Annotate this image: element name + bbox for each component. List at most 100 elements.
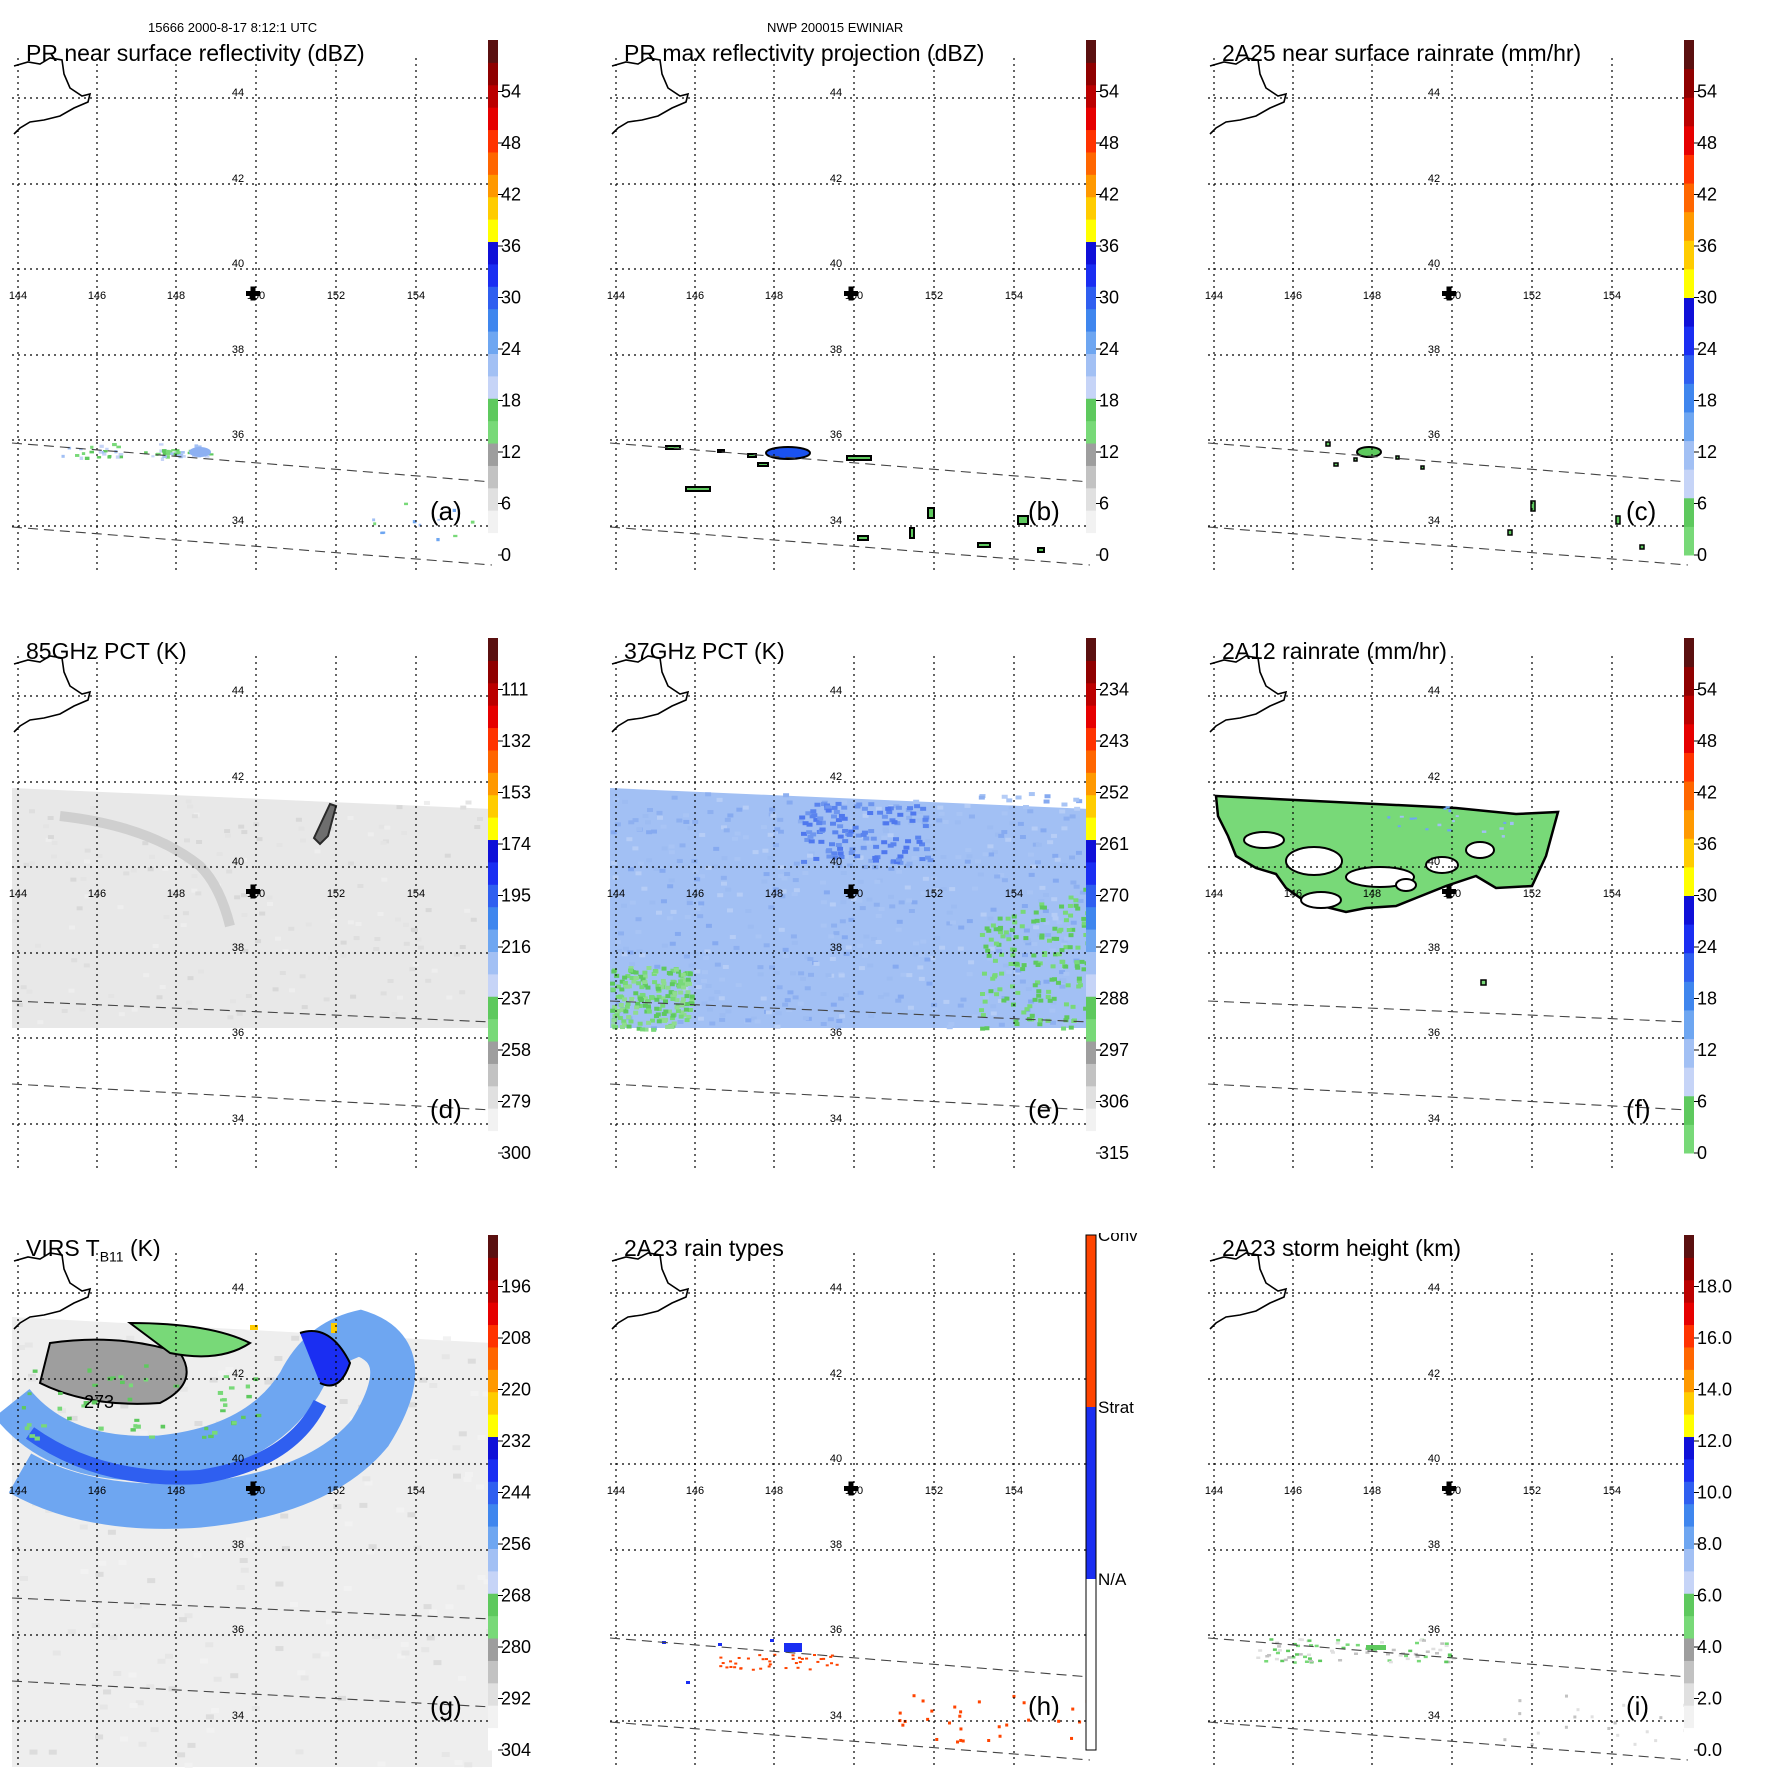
echo-pixel: [110, 1376, 116, 1380]
panel-label: (g): [430, 1691, 462, 1721]
colorbar-segment: [1086, 682, 1096, 706]
ir-pixel: [236, 1585, 245, 1591]
ir-pixel: [194, 1421, 203, 1427]
ir-pixel: [291, 1335, 300, 1341]
convective-pixel: [758, 1654, 762, 1657]
height-pixel: [1292, 1642, 1297, 1646]
tb-pixel: [727, 813, 734, 818]
panel-label: (h): [1028, 1691, 1060, 1721]
tb-pixel: [216, 852, 223, 857]
swath-edge-line: [11, 1597, 493, 1620]
tb-pixel: [670, 996, 676, 1001]
latitude-label: 42: [1428, 173, 1440, 185]
graticule: [1208, 1253, 1688, 1767]
tb-pixel: [624, 1004, 630, 1009]
tb-pixel: [1063, 945, 1069, 950]
tb-pixel: [982, 852, 989, 857]
rain-type-pixels: [662, 1639, 1089, 1744]
height-pixel: [1536, 1731, 1540, 1735]
tb-pixel: [763, 943, 770, 948]
tb-pixel: [977, 872, 984, 877]
tb-pixel: [676, 969, 682, 974]
tb-pixel: [245, 993, 252, 998]
swath-edge-line: [609, 1637, 1091, 1678]
echo-pixel: [180, 451, 185, 454]
tb-pixel: [661, 981, 667, 986]
colorbar-segment: [1684, 809, 1694, 839]
colorbar-segment: [488, 62, 498, 86]
convective-pixel: [791, 1657, 795, 1660]
echo-pixel: [221, 1398, 227, 1402]
echo-pixel: [167, 450, 173, 454]
panel-label: (d): [430, 1094, 462, 1124]
tb-pixel: [992, 974, 998, 979]
tb-pixel: [825, 973, 832, 978]
tb-pixel: [861, 806, 868, 811]
tb-pixel: [831, 923, 838, 928]
colorbar-tick-label: 304: [501, 1740, 531, 1760]
echo-pixel: [135, 1424, 141, 1429]
tb-pixel: [997, 927, 1003, 932]
tb-pixel: [797, 819, 804, 824]
latitude-label: 38: [232, 1539, 244, 1551]
echo-pixel: [1409, 817, 1415, 820]
tb-pixel: [1073, 797, 1080, 802]
colorbar-tick-label: 30: [1099, 288, 1119, 308]
tb-pixel: [1083, 1006, 1089, 1011]
tb-pixel: [946, 1025, 953, 1030]
ir-pixel: [426, 1635, 435, 1641]
echo-pixel: [747, 453, 757, 458]
tb-pixel: [987, 844, 994, 849]
colorbar-tick-label: 279: [1099, 937, 1129, 957]
tb-pixel: [629, 996, 635, 1001]
tb-pixel: [638, 998, 644, 1003]
tb-pixel: [410, 927, 417, 932]
tb-pixel: [964, 859, 971, 864]
convective-pixel: [921, 1699, 925, 1703]
coastline: [611, 1252, 690, 1330]
tb-pixel: [997, 916, 1003, 921]
tb-pixel: [650, 1018, 656, 1023]
colorbar-segment: [488, 1727, 498, 1751]
convective-pixel: [959, 1727, 963, 1731]
tb-pixel: [1065, 983, 1071, 988]
tb-pixel: [1052, 916, 1059, 921]
storm-center-marker: [1442, 286, 1456, 301]
tb-pixel: [1056, 929, 1062, 934]
colorbar-segment: [488, 107, 498, 131]
convective-pixel: [987, 1739, 991, 1743]
tb-pixel: [823, 890, 830, 895]
colorbar-segment: [1086, 996, 1096, 1020]
colorbar-segment: [1086, 1108, 1096, 1132]
height-pixel: [1413, 1652, 1418, 1656]
longitude-label: 154: [407, 888, 425, 900]
colorbar-tick-label: 6: [1099, 494, 1109, 514]
echo-core: [765, 446, 811, 460]
echo-pixel: [220, 1409, 226, 1413]
tb-pixel: [671, 795, 678, 800]
longitude-label: 148: [765, 1485, 783, 1497]
tb-pixel: [857, 990, 864, 995]
tb-pixel: [1035, 980, 1041, 985]
latitude-label: 34: [1428, 515, 1440, 527]
tb-pixel: [930, 847, 937, 852]
tb-pixel: [676, 984, 682, 989]
tb-pixel: [837, 846, 844, 851]
tb-pixel: [717, 893, 724, 898]
echo-core: [1356, 446, 1382, 458]
swath-edges: [609, 442, 1091, 566]
ir-pixel: [187, 1742, 196, 1748]
coastline: [611, 57, 690, 135]
echo-pixel: [144, 1364, 149, 1368]
colorbar-segment: [1684, 1638, 1694, 1661]
tb-pixel: [772, 843, 779, 848]
colorbar-segment: [1086, 129, 1096, 153]
tb-pixel: [980, 1013, 986, 1018]
longitude-label: 144: [1205, 888, 1223, 900]
ir-pixel: [17, 1344, 26, 1350]
rain-gap: [1465, 841, 1495, 859]
height-pixel: [1654, 1739, 1658, 1743]
echo-pixel: [1481, 830, 1487, 833]
echo-pixel: [102, 452, 107, 456]
colorbar-segment: [488, 532, 498, 556]
